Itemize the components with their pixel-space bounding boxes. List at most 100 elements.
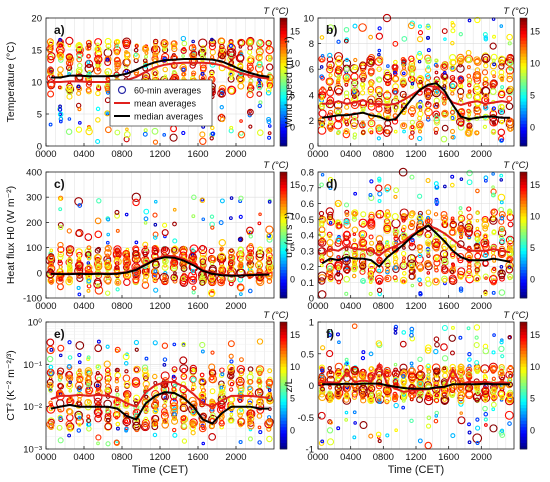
data-point [401,271,407,276]
data-point [57,344,65,352]
data-point [173,271,177,275]
data-point [367,86,375,93]
data-point [104,422,113,431]
data-point [393,70,397,75]
data-point [473,274,481,282]
data-point [343,128,350,135]
data-point [369,240,375,246]
data-point [171,375,177,382]
colorbar-segment [520,442,527,447]
data-point [333,84,344,95]
data-point [393,402,399,409]
data-point [325,77,334,86]
data-point [499,394,505,400]
colorbar-segment [520,62,527,67]
data-point [247,88,253,94]
colorbar-segment [280,184,287,189]
data-point [320,439,325,444]
data-point [425,66,432,73]
data-point [352,64,359,71]
data-point [498,225,506,233]
data-point [417,83,423,89]
data-point [141,281,150,289]
colorbar-segment [280,206,287,211]
colorbar-segment [520,269,527,274]
median-line [321,82,510,122]
data-point [153,44,158,50]
data-point [456,270,465,279]
colorbar-segment [520,382,527,386]
data-point [328,398,334,403]
data-point [103,48,113,58]
data-point [434,70,439,75]
data-point [433,115,440,122]
colorbar-segment [280,344,287,348]
data-point [248,392,254,398]
data-point [416,244,423,251]
data-point [58,196,63,201]
data-point [163,74,168,78]
data-point [475,188,480,194]
legend-label: 60-min averages [134,86,202,96]
data-point [484,423,488,427]
colorbar-segment [280,123,287,128]
data-point [181,47,186,51]
colorbar-tick-label: 15 [530,330,540,340]
data-point [433,418,439,424]
data-point [246,90,254,99]
data-point [105,71,110,76]
data-point [506,72,513,79]
data-point [450,115,455,121]
colorbar-tick-label: 15 [290,26,300,36]
data-point [239,119,243,123]
colorbar-segment [520,40,527,44]
data-point [219,246,224,251]
data-point [169,133,178,142]
x-tick-label: 2000 [471,149,492,160]
data-point [431,277,440,286]
colorbar-segment [280,247,287,252]
colorbar-tick-label: 10 [290,362,300,372]
y-tick-label: 10⁰ [28,318,43,329]
colorbar-segment [520,88,527,92]
data-point [440,396,449,405]
y-axis-label: Wind speed (m s⁻¹) [283,36,295,127]
colorbar-segment [280,398,287,402]
data-point [58,417,64,423]
data-point [74,261,83,270]
colorbar-segment [520,75,527,80]
data-point [377,191,383,197]
data-point [75,229,84,238]
y-tick-label: 0 [309,381,314,392]
x-tick-label: 0400 [73,149,94,160]
data-point [227,340,235,348]
data-point [265,248,272,254]
colorbar-segment [280,279,287,283]
data-point [442,96,447,101]
data-point [499,275,505,282]
data-point [491,172,495,176]
data-point [417,193,423,199]
data-point [256,338,264,345]
data-point [144,405,149,410]
data-point [377,399,382,405]
data-point [415,262,424,271]
data-point [489,424,498,433]
data-point [358,230,368,239]
data-point [265,419,273,427]
data-point [352,89,357,95]
data-point [48,262,54,268]
data-point [392,275,398,281]
colorbar-segment [520,206,527,211]
data-point [106,217,111,222]
data-point [475,218,480,223]
data-point [257,246,263,253]
data-point [48,400,53,406]
colorbar-segment [520,222,527,226]
data-point [352,135,357,140]
colorbar-segment [280,350,287,355]
data-point [247,436,253,442]
data-point [115,39,120,44]
